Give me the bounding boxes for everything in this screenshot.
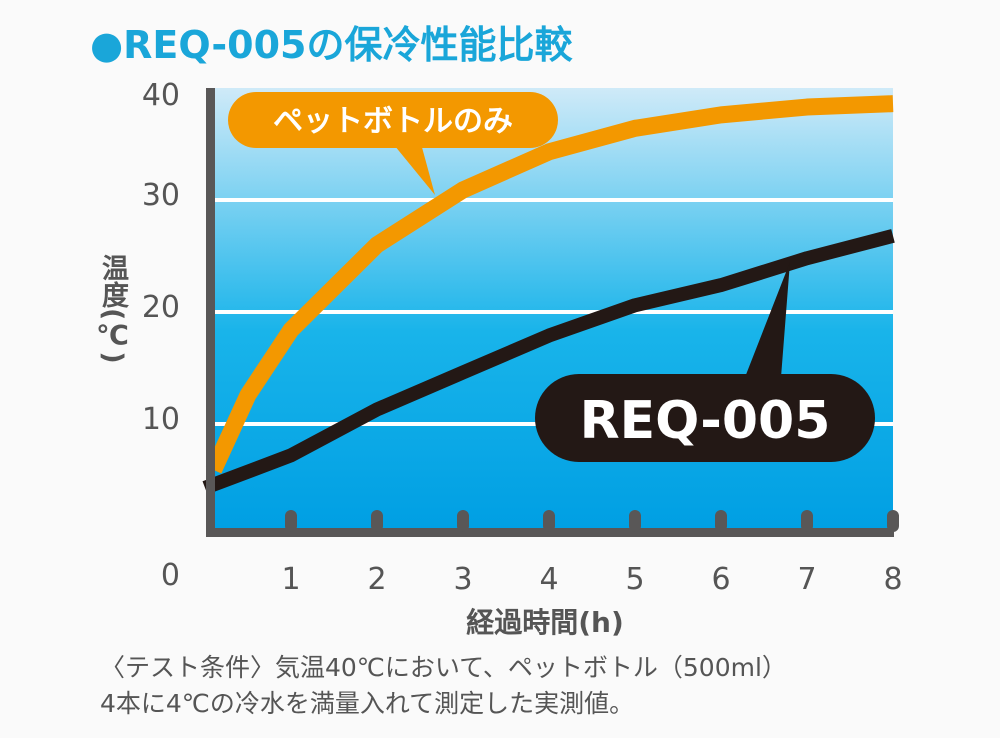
- x-tick-label: 8: [883, 562, 902, 597]
- x-tick-mark: [715, 510, 727, 532]
- test-conditions-line1: 〈テスト条件〉気温40℃において、ペットボトル（500ml）: [100, 653, 787, 682]
- y-axis-line: [206, 88, 215, 537]
- y-tick-label: 0: [161, 558, 180, 593]
- x-tick-label: 3: [453, 562, 472, 597]
- x-tick-label: 1: [281, 562, 300, 597]
- y-tick-label: 30: [142, 178, 180, 213]
- x-tick-label: 7: [797, 562, 816, 597]
- x-tick-mark: [457, 510, 469, 532]
- legend-callout-req005: REQ-005: [535, 262, 875, 462]
- y-tick-label: 40: [142, 78, 180, 113]
- x-axis-label: 経過時間(h): [466, 606, 624, 639]
- y-axis-label: 温度(℃): [97, 254, 128, 364]
- gridline: [214, 198, 893, 202]
- x-tick-mark: [543, 510, 555, 532]
- legend-callout-petbottle: ペットボトルのみ: [228, 92, 558, 195]
- x-axis-line: [206, 528, 894, 537]
- x-tick-label: 5: [625, 562, 644, 597]
- x-tick-label: 6: [711, 562, 730, 597]
- x-tick-mark: [371, 510, 383, 532]
- x-tick-label: 4: [539, 562, 558, 597]
- x-tick-label: 2: [367, 562, 386, 597]
- legend-label-req005: REQ-005: [580, 391, 831, 451]
- x-tick-mark: [887, 510, 899, 532]
- gridline: [214, 310, 893, 314]
- y-tick-label: 10: [142, 402, 180, 437]
- x-tick-mark: [629, 510, 641, 532]
- chart-title: ●REQ-005の保冷性能比較: [90, 23, 573, 67]
- y-tick-label: 20: [142, 290, 180, 325]
- test-conditions-line2: 4本に4℃の冷水を満量入れて測定した実測値。: [100, 689, 635, 718]
- x-tick-mark: [285, 510, 297, 532]
- legend-label-petbottle: ペットボトルのみ: [273, 104, 513, 139]
- series-line-petbottle: [205, 95, 894, 474]
- series-line-req005: [202, 229, 895, 495]
- x-tick-mark: [801, 510, 813, 532]
